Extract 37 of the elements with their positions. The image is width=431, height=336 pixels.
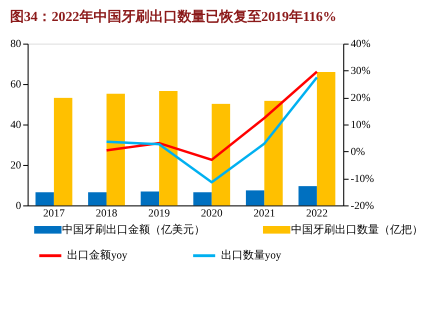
y2-tick-label: -20% — [350, 200, 374, 212]
bar — [212, 104, 230, 206]
bar — [316, 72, 336, 206]
y2-tick-label: 40% — [350, 38, 370, 50]
legend-label: 中国牙刷出口数量（亿把） — [290, 222, 423, 236]
bar — [88, 192, 107, 206]
y-tick-label: 20 — [10, 159, 22, 172]
bar — [54, 98, 72, 206]
bar — [246, 190, 264, 206]
y2-tick-label: -10% — [350, 172, 374, 185]
y-tick-label: 60 — [10, 78, 22, 91]
legend-label: 出口数量yoy — [220, 248, 282, 262]
bar — [140, 191, 160, 206]
x-tick-label: 2022 — [306, 208, 328, 220]
y-tick-label: 80 — [10, 38, 22, 50]
y2-tick-label: 20% — [350, 92, 370, 104]
line-series — [105, 76, 318, 184]
legend-label: 中国牙刷出口金额（亿美元） — [62, 222, 206, 236]
y-tick-label: 0 — [16, 200, 22, 212]
bar — [36, 192, 54, 206]
y-tick-label: 40 — [10, 118, 22, 131]
bar — [106, 94, 125, 206]
bar — [193, 192, 212, 206]
bar — [159, 90, 178, 206]
bar — [298, 186, 317, 206]
x-tick-label: 2017 — [43, 208, 66, 220]
y2-tick-label: 30% — [350, 65, 370, 78]
x-tick-label: 2020 — [200, 208, 223, 220]
line-series — [105, 70, 318, 162]
y2-tick-label: 0% — [350, 146, 366, 158]
y2-tick-label: 10% — [350, 118, 370, 131]
x-tick-label: 2021 — [253, 208, 276, 220]
chart-title: 图34：2022年中国牙刷出口数量已恢复至2019年116% — [10, 8, 337, 24]
x-tick-label: 2018 — [96, 208, 118, 220]
bar — [264, 100, 283, 206]
legend-label: 出口金额yoy — [67, 248, 128, 262]
x-tick-label: 2019 — [148, 208, 170, 220]
